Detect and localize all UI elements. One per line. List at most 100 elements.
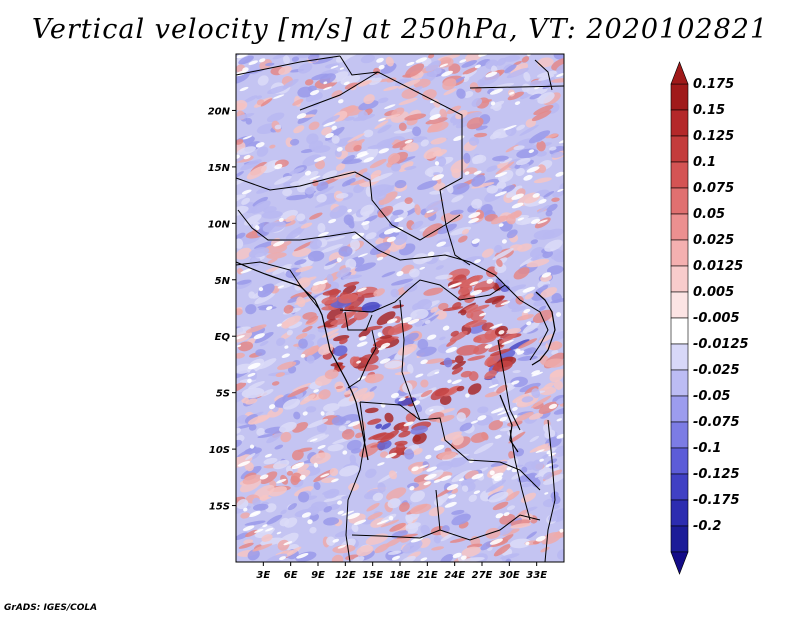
velocity-cell (415, 404, 423, 413)
near-zero-cell (356, 287, 367, 292)
velocity-cell (531, 478, 541, 488)
velocity-cell (413, 474, 430, 483)
velocity-cell (485, 479, 507, 493)
near-zero-cell (484, 344, 493, 349)
near-zero-cell (347, 420, 361, 427)
velocity-cell (283, 55, 290, 65)
velocity-cell (499, 427, 513, 432)
velocity-cell (243, 95, 258, 103)
velocity-cell (438, 251, 451, 261)
velocity-cell (267, 257, 278, 264)
velocity-cell (336, 54, 355, 63)
velocity-cell (378, 191, 398, 206)
velocity-cell (446, 105, 462, 115)
velocity-cell (531, 395, 552, 409)
velocity-cell (241, 197, 251, 205)
near-zero-cell (307, 519, 313, 525)
near-zero-cell (331, 478, 339, 483)
lon-tick-label: 12E (335, 570, 356, 581)
near-zero-cell (434, 371, 440, 375)
velocity-cell (236, 499, 249, 510)
velocity-cell (291, 449, 304, 461)
velocity-cell (327, 444, 344, 452)
near-zero-cell (434, 161, 440, 166)
velocity-cell (297, 464, 309, 472)
near-zero-cell (489, 323, 503, 329)
velocity-cell (237, 341, 254, 352)
velocity-cell (236, 532, 249, 541)
velocity-cell (451, 367, 463, 375)
velocity-cell (440, 212, 463, 223)
near-zero-cell (556, 433, 564, 439)
near-zero-cell (273, 240, 285, 247)
velocity-cell (344, 296, 365, 312)
velocity-cell (381, 271, 396, 278)
velocity-cell (461, 546, 481, 557)
near-zero-cell (376, 256, 384, 261)
velocity-cell (410, 308, 429, 320)
velocity-cell (532, 540, 540, 545)
near-zero-cell (347, 208, 352, 213)
velocity-cell (451, 168, 461, 179)
velocity-cell (521, 56, 530, 63)
near-zero-cell (330, 65, 339, 69)
velocity-cell (377, 78, 395, 83)
velocity-cell (296, 213, 306, 222)
colorbar-label: -0.0125 (693, 337, 749, 352)
velocity-cell (377, 124, 392, 134)
near-zero-cell (378, 64, 385, 70)
velocity-cell (300, 148, 315, 154)
near-zero-cell (243, 154, 251, 160)
near-zero-cell (378, 148, 390, 154)
near-zero-cell (318, 231, 329, 237)
near-zero-cell (242, 135, 253, 140)
velocity-cell (440, 532, 455, 542)
velocity-cell (413, 447, 423, 455)
velocity-cell (259, 340, 269, 347)
velocity-cell (410, 490, 425, 503)
near-zero-cell (531, 370, 541, 375)
near-zero-cell (509, 91, 515, 95)
velocity-cell (286, 194, 308, 201)
near-zero-cell (247, 372, 256, 377)
near-zero-cell (304, 170, 312, 176)
velocity-cell (522, 348, 533, 356)
colorbar-swatch (670, 135, 689, 163)
velocity-cell (404, 449, 415, 460)
velocity-cell (463, 91, 474, 98)
lat-tick-label: 10N (208, 219, 231, 230)
velocity-cell (373, 288, 385, 297)
near-zero-cell (283, 541, 293, 546)
velocity-cell (280, 509, 287, 515)
velocity-cell (466, 311, 474, 319)
velocity-cell (477, 406, 489, 414)
lon-tick-label: 9E (311, 570, 325, 581)
colorbar-swatch (670, 473, 689, 501)
near-zero-cell (535, 535, 546, 542)
velocity-cell (269, 144, 276, 149)
near-zero-cell (498, 330, 505, 335)
velocity-cell (531, 110, 552, 122)
velocity-cell (260, 471, 278, 485)
velocity-cell (245, 529, 258, 538)
colorbar-swatch (670, 161, 689, 189)
near-zero-cell (323, 81, 328, 85)
velocity-cell (531, 388, 541, 399)
near-zero-cell (523, 174, 533, 181)
velocity-cell (407, 363, 414, 374)
velocity-cell (342, 284, 357, 295)
velocity-cell (264, 243, 288, 254)
near-zero-cell (531, 371, 544, 377)
near-zero-cell (377, 346, 387, 351)
near-zero-cell (313, 462, 319, 468)
velocity-cell (236, 152, 248, 163)
near-zero-cell (423, 481, 431, 486)
velocity-cell (451, 195, 464, 203)
near-zero-cell (277, 285, 285, 289)
velocity-cell (244, 520, 266, 526)
velocity-cell (352, 356, 360, 362)
velocity-cell (423, 147, 442, 160)
velocity-cell (328, 332, 339, 339)
colorbar-label: 0.005 (693, 285, 734, 300)
velocity-cell (367, 512, 383, 520)
